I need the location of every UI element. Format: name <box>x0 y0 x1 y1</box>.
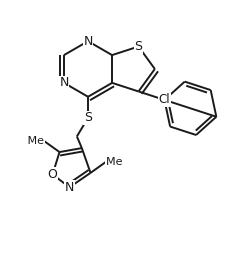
Text: Me: Me <box>24 136 44 146</box>
Text: O: O <box>48 168 58 181</box>
Text: N: N <box>59 76 69 89</box>
Text: N: N <box>65 181 74 194</box>
Text: S: S <box>84 111 92 124</box>
Text: S: S <box>134 40 143 53</box>
Text: Cl: Cl <box>159 93 170 106</box>
Text: N: N <box>83 35 93 48</box>
Text: Me: Me <box>106 157 126 167</box>
